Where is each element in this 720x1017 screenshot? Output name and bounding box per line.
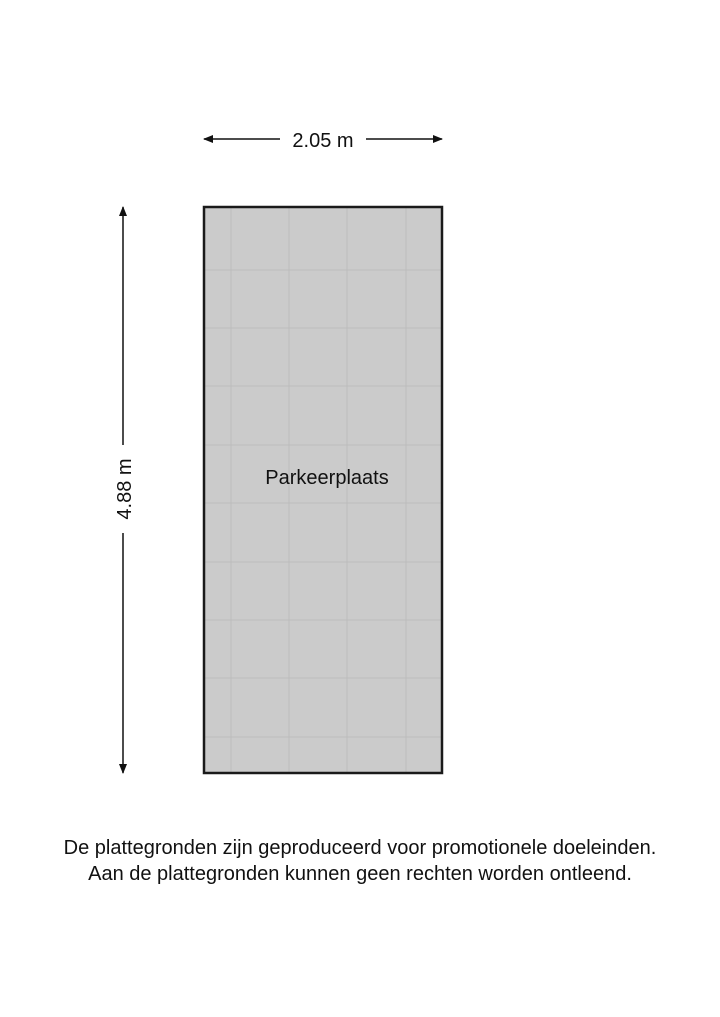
height-label: 4.88 m — [114, 458, 136, 519]
disclaimer-line-1: De plattegronden zijn geproduceerd voor … — [63, 837, 657, 859]
height-dimension: 4.88 m — [114, 206, 136, 774]
width-dimension: 2.05 m — [203, 130, 443, 152]
room-parkeerplaats: Parkeerplaats — [202, 205, 444, 775]
width-label: 2.05 m — [292, 130, 353, 152]
disclaimer-line-2: Aan de plattegronden kunnen geen rechten… — [88, 863, 632, 885]
room-label: Parkeerplaats — [265, 467, 388, 489]
